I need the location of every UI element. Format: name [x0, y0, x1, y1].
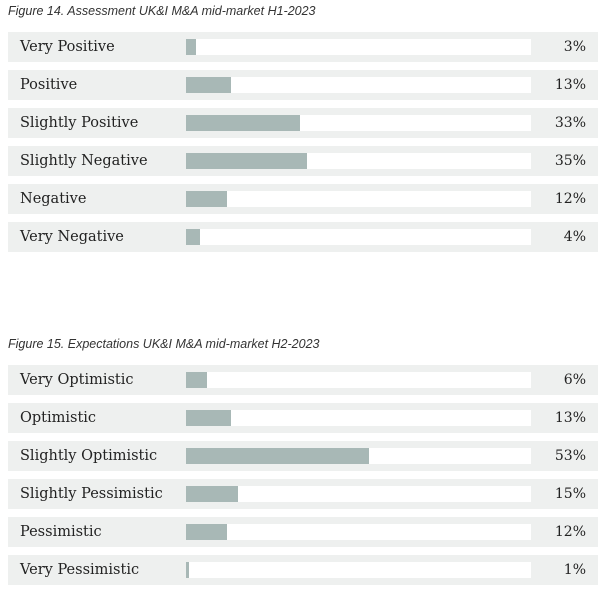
figure-14-bar	[186, 39, 196, 55]
figure-15-category-label: Very Optimistic	[20, 372, 134, 388]
figure-15-category-label: Very Pessimistic	[20, 562, 140, 578]
figure-14-bar-track	[186, 191, 531, 207]
figure-14-value-label: 13%	[554, 77, 586, 93]
figure-14-bar	[186, 153, 307, 169]
figure-15-row: Slightly Pessimistic 15%	[8, 479, 598, 509]
figure-15-category-label: Slightly Pessimistic	[20, 486, 163, 502]
figure-15-row: Pessimistic 12%	[8, 517, 598, 547]
figure-15-value-label: 15%	[554, 486, 586, 502]
figure-15-bar-track	[186, 486, 531, 502]
figure-15-bar	[186, 562, 189, 578]
figure-14-row: Very Positive 3%	[8, 32, 598, 62]
figure-14-bar	[186, 191, 227, 207]
figure-15-row: Very Pessimistic 1%	[8, 555, 598, 585]
figure-14-category-label: Slightly Positive	[20, 115, 139, 131]
figure-14-bar-track	[186, 77, 531, 93]
figure-14-row: Slightly Positive 33%	[8, 108, 598, 138]
figure-14-bars: Very Positive 3% Positive 13% Slightly Posit…	[8, 32, 598, 260]
figure-15-bar	[186, 486, 238, 502]
figure-15-row: Slightly Optimistic 53%	[8, 441, 598, 471]
figure-14-row: Slightly Negative 35%	[8, 146, 598, 176]
figure-15-title: Figure 15. Expectations UK&I M&A mid-mar…	[8, 337, 320, 351]
figure-15-bar-track	[186, 410, 531, 426]
figure-14-category-label: Very Positive	[20, 39, 115, 55]
figure-15-bar-track	[186, 524, 531, 540]
figure-15-value-label: 53%	[554, 448, 586, 464]
figure-14-value-label: 12%	[554, 191, 586, 207]
figure-14-category-label: Negative	[20, 191, 87, 207]
figure-15-value-label: 1%	[563, 562, 586, 578]
figure-15-category-label: Pessimistic	[20, 524, 102, 540]
figure-14-value-label: 35%	[554, 153, 586, 169]
figure-14-bar	[186, 77, 231, 93]
figure-14-category-label: Slightly Negative	[20, 153, 148, 169]
figure-14-bar-track	[186, 39, 531, 55]
figure-14-category-label: Very Negative	[20, 229, 124, 245]
figure-14-row: Positive 13%	[8, 70, 598, 100]
figure-15-bar	[186, 448, 369, 464]
figure-15-row: Optimistic 13%	[8, 403, 598, 433]
figure-15-category-label: Slightly Optimistic	[20, 448, 158, 464]
figure-14-row: Negative 12%	[8, 184, 598, 214]
figure-15-category-label: Optimistic	[20, 410, 97, 426]
figure-14-bar-track	[186, 153, 531, 169]
figure-14-bar-track	[186, 229, 531, 245]
figure-15-bar-track	[186, 448, 531, 464]
figure-15-bars: Very Optimistic 6% Optimistic 13% Slightly O…	[8, 365, 598, 593]
figure-15-bar	[186, 372, 207, 388]
figure-14-bar-track	[186, 115, 531, 131]
figure-14-bar	[186, 229, 200, 245]
figure-14-bar	[186, 115, 300, 131]
figure-15-row: Very Optimistic 6%	[8, 365, 598, 395]
figure-15-bar	[186, 410, 231, 426]
figure-15-bar-track	[186, 372, 531, 388]
figure-15-value-label: 12%	[554, 524, 586, 540]
figure-15-bar-track	[186, 562, 531, 578]
figure-15-value-label: 13%	[554, 410, 586, 426]
figure-14-value-label: 3%	[563, 39, 586, 55]
figure-14-value-label: 33%	[554, 115, 586, 131]
figure-14-value-label: 4%	[563, 229, 586, 245]
figure-14-category-label: Positive	[20, 77, 78, 93]
figure-14-row: Very Negative 4%	[8, 222, 598, 252]
figure-14-title: Figure 14. Assessment UK&I M&A mid-marke…	[8, 4, 316, 18]
figure-15-value-label: 6%	[563, 372, 586, 388]
figure-15-bar	[186, 524, 227, 540]
